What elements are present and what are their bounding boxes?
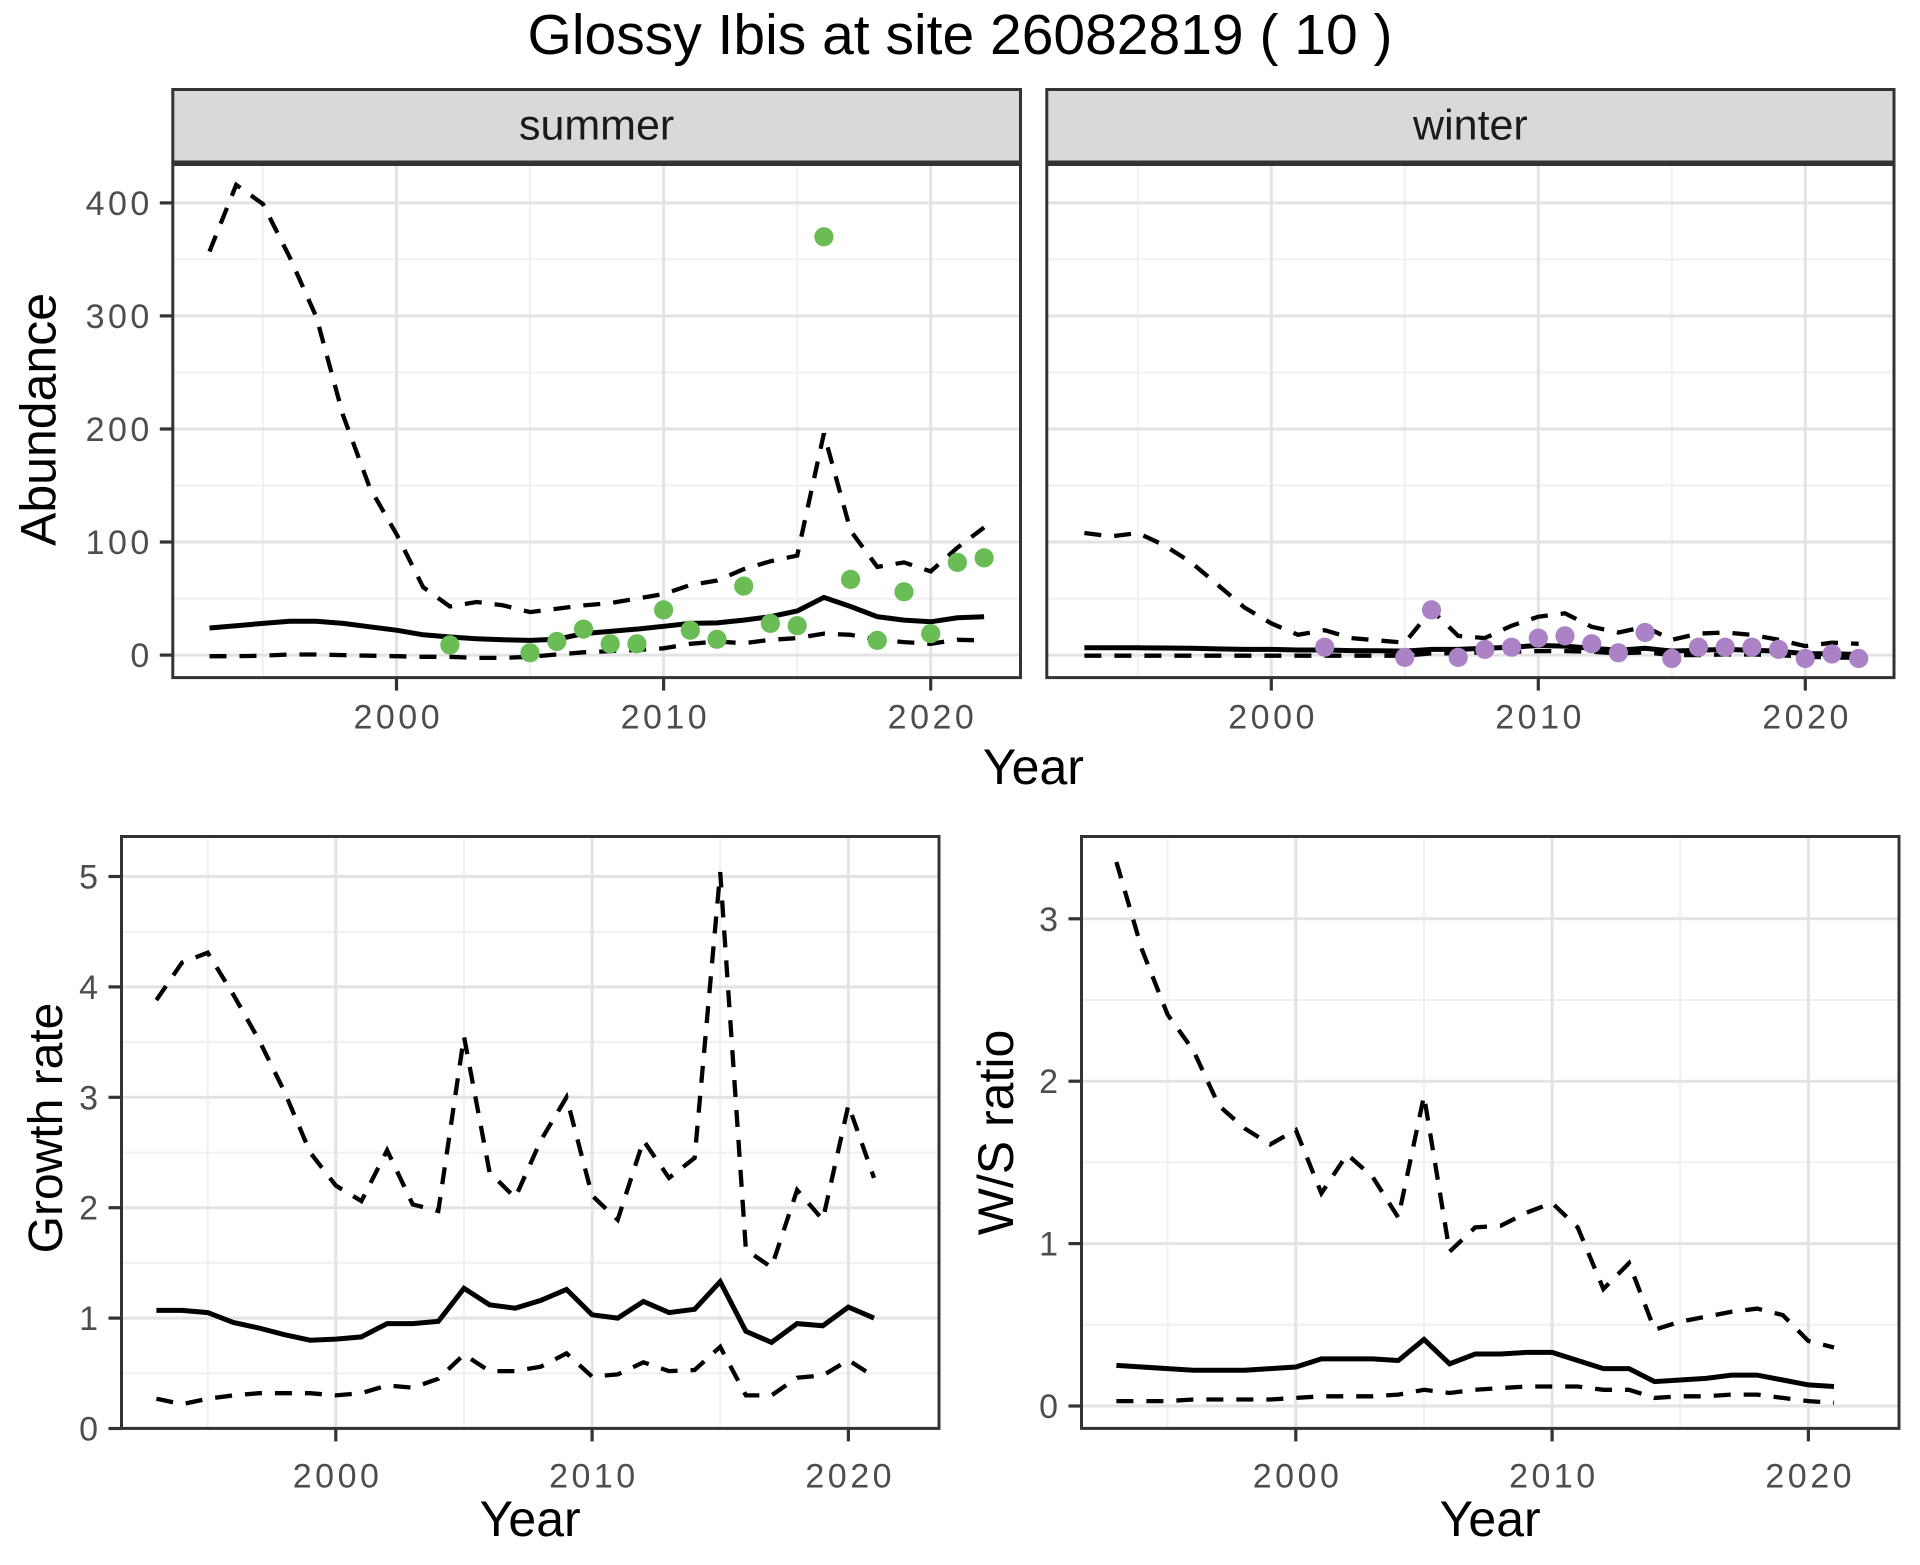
- svg-text:summer: summer: [519, 102, 674, 150]
- svg-text:1: 1: [79, 1300, 101, 1338]
- svg-text:2020: 2020: [805, 1457, 895, 1495]
- svg-text:200: 200: [86, 411, 153, 449]
- svg-text:2000: 2000: [1228, 699, 1318, 737]
- svg-text:1: 1: [1039, 1226, 1061, 1264]
- svg-text:Year: Year: [983, 739, 1084, 795]
- svg-text:Year: Year: [1440, 1491, 1541, 1547]
- svg-text:2020: 2020: [1762, 699, 1852, 737]
- svg-text:100: 100: [86, 524, 153, 562]
- svg-text:2020: 2020: [1765, 1457, 1855, 1495]
- svg-text:2010: 2010: [621, 699, 711, 737]
- svg-text:0: 0: [1039, 1388, 1061, 1426]
- svg-text:winter: winter: [1412, 102, 1528, 150]
- svg-text:0: 0: [130, 637, 152, 675]
- svg-text:3: 3: [79, 1079, 101, 1117]
- svg-text:W/S ratio: W/S ratio: [968, 1030, 1024, 1236]
- svg-text:2000: 2000: [353, 699, 443, 737]
- svg-text:300: 300: [86, 298, 153, 336]
- svg-text:2000: 2000: [1253, 1457, 1343, 1495]
- svg-text:4: 4: [79, 969, 101, 1007]
- svg-text:2010: 2010: [1509, 1457, 1599, 1495]
- svg-text:3: 3: [1039, 901, 1061, 939]
- svg-text:Growth rate: Growth rate: [20, 1003, 73, 1254]
- svg-text:Glossy Ibis at site 26082819 (: Glossy Ibis at site 26082819 ( 10 ): [528, 3, 1393, 67]
- svg-text:2: 2: [1039, 1063, 1061, 1101]
- svg-text:Abundance: Abundance: [11, 293, 67, 546]
- svg-text:2010: 2010: [549, 1457, 639, 1495]
- svg-text:2020: 2020: [888, 699, 978, 737]
- svg-text:Year: Year: [480, 1491, 581, 1547]
- svg-text:400: 400: [86, 185, 153, 223]
- svg-text:2: 2: [79, 1190, 101, 1228]
- svg-text:2010: 2010: [1495, 699, 1585, 737]
- svg-text:0: 0: [79, 1411, 101, 1449]
- svg-text:5: 5: [79, 859, 101, 897]
- svg-text:2000: 2000: [293, 1457, 383, 1495]
